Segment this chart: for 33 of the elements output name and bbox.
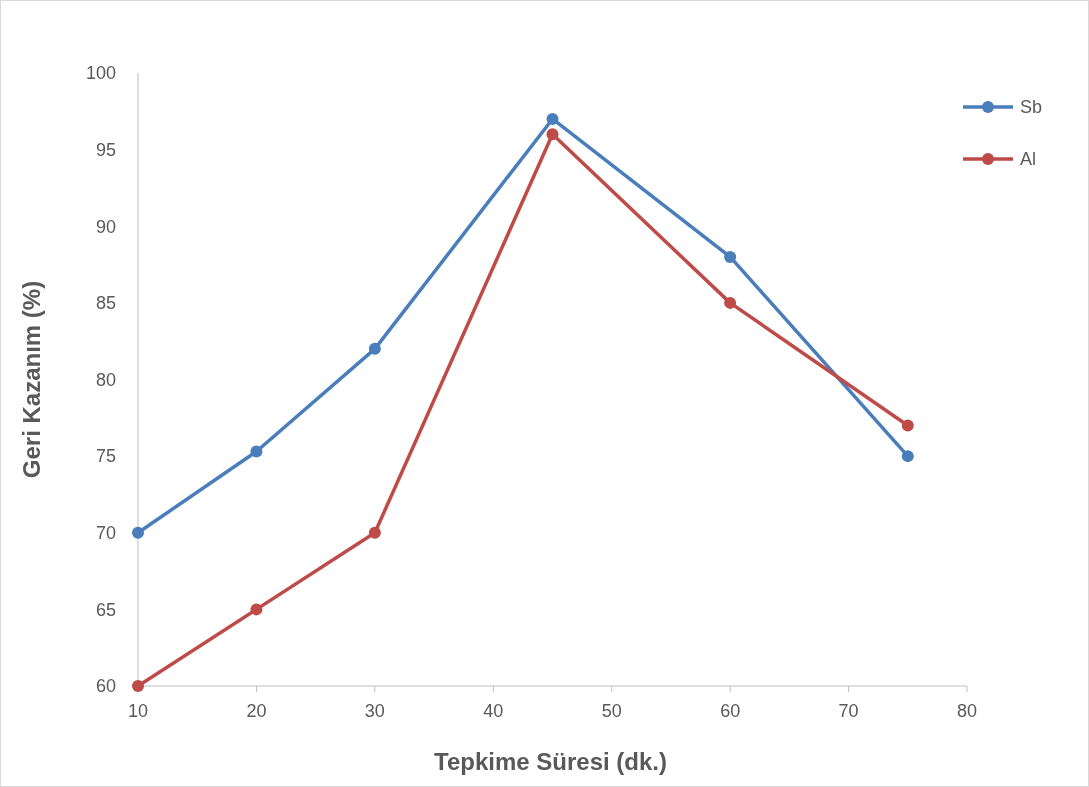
x-tick-label: 70 [838,701,859,721]
point [132,680,144,692]
y-tick-label: 85 [95,293,116,314]
point [901,419,914,432]
x-tick-label: 20 [246,701,267,721]
y-tick-label: 95 [95,139,116,160]
x-tick-label: 30 [364,701,385,721]
x-tick-label: 50 [601,701,622,721]
x-tick-label: 10 [127,701,149,721]
y-tick-label: 90 [95,216,116,237]
y-tick-label: 100 [85,63,116,84]
y-axis-title: Geri Kazanım (%) [18,280,45,479]
point [250,445,263,458]
legend-label: Sb [1020,97,1043,118]
point [724,296,737,309]
point [724,250,737,263]
point [132,526,144,539]
point [546,128,559,141]
x-tick-label: 60 [720,701,741,721]
x-tick-label: 80 [956,701,978,721]
point [901,450,914,463]
point [368,342,381,355]
x-tick-label: 40 [483,701,504,721]
x-axis-title: Tepkime Süresi (dk.) [434,748,667,775]
y-tick-label: 60 [95,676,116,697]
point [368,526,381,539]
y-tick-label: 75 [95,446,116,467]
y-tick-label: 80 [95,369,116,390]
legend-label: Al [1020,149,1037,170]
point [250,603,263,616]
point [546,112,559,125]
y-tick-label: 65 [95,599,116,620]
y-tick-label: 70 [95,523,116,544]
